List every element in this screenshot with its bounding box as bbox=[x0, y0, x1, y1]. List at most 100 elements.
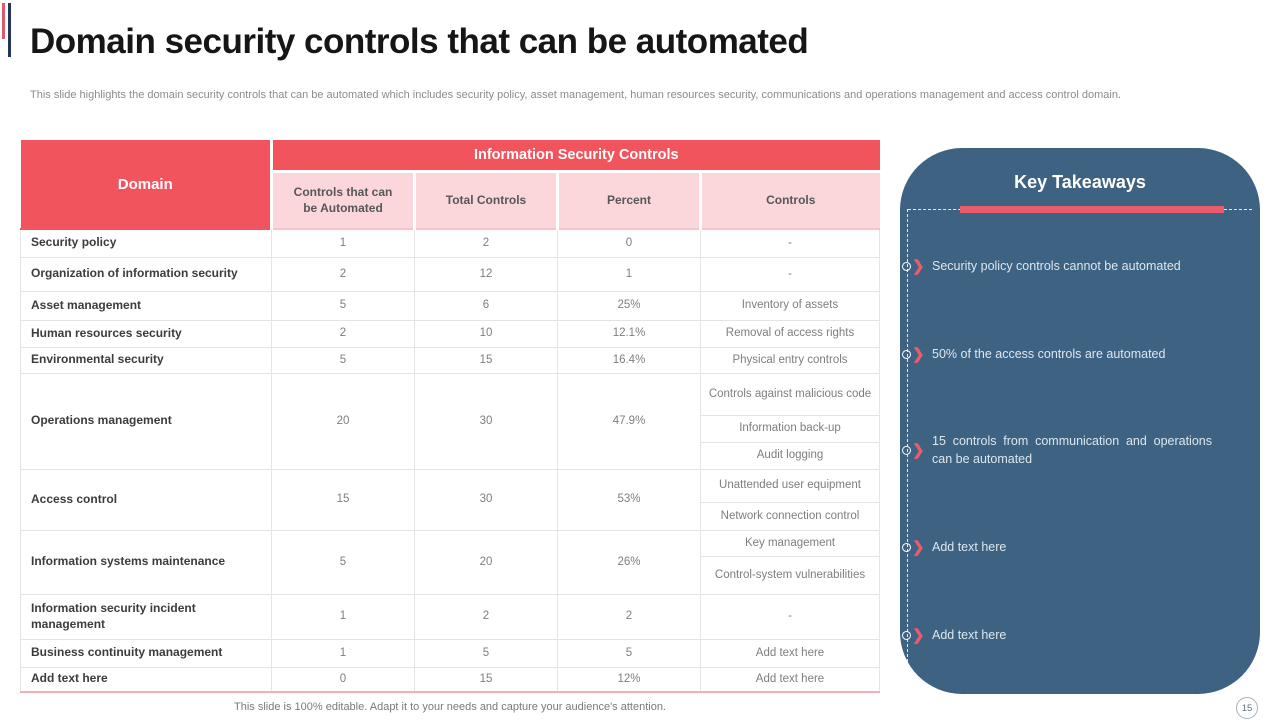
chevron-right-icon: ❯ bbox=[912, 345, 925, 363]
controls-cell-placeholder[interactable]: Add text here bbox=[699, 638, 881, 668]
table-row: Human resources security 2 10 12.1% Remo… bbox=[20, 319, 881, 348]
controls-cell: Inventory of assets bbox=[699, 290, 881, 321]
column-header-automated: Controls that can be Automated bbox=[271, 171, 415, 230]
value-cell: 1 bbox=[271, 638, 415, 668]
controls-cell: Unattended user equipment bbox=[699, 468, 881, 503]
circle-icon bbox=[902, 630, 911, 640]
value-cell: 20 bbox=[414, 529, 558, 595]
value-cell: 12 bbox=[414, 256, 558, 292]
value-cell: 1 bbox=[271, 593, 415, 640]
takeaway-text-placeholder[interactable]: Add text here bbox=[932, 627, 1007, 642]
value-cell: 0 bbox=[557, 228, 701, 258]
value-cell: 15 bbox=[414, 346, 558, 374]
table-subrow: Information back-up bbox=[21, 414, 881, 443]
page-number-badge: 15 bbox=[1236, 697, 1258, 719]
domain-cell: Operations management bbox=[20, 372, 272, 470]
table-row: Asset management 5 6 25% Inventory of as… bbox=[20, 290, 881, 321]
domain-cell: Access control bbox=[20, 468, 272, 531]
value-cell: 15 bbox=[414, 666, 558, 693]
controls-cell: Physical entry controls bbox=[699, 346, 881, 374]
domain-cell-placeholder[interactable]: Add text here bbox=[20, 666, 272, 693]
chevron-right-icon: ❯ bbox=[912, 257, 925, 275]
value-cell: 20 bbox=[271, 372, 415, 470]
table-row: Add text here 0 15 12% Add text here bbox=[20, 666, 881, 693]
table-row: Operations management 20 30 47.9% Contro… bbox=[20, 372, 881, 470]
bullet-marker: ❯ bbox=[900, 443, 932, 458]
value-cell: 5 bbox=[271, 346, 415, 374]
value-cell: 47.9% bbox=[557, 372, 701, 470]
domain-cell: Organization of information security bbox=[20, 256, 272, 292]
value-cell: 26% bbox=[557, 529, 701, 595]
table-row: Access control 15 30 53% Unattended user… bbox=[20, 468, 881, 531]
value-cell: 15 bbox=[271, 468, 415, 531]
takeaway-item: ❯ Add text here bbox=[900, 538, 1238, 556]
controls-cell: Network connection control bbox=[699, 501, 881, 531]
takeaway-item: ❯ Add text here bbox=[900, 626, 1238, 644]
column-group-header: Information Security Controls bbox=[271, 140, 880, 173]
value-cell: 25% bbox=[557, 290, 701, 321]
table-header-row: Domain Information Security Controls bbox=[20, 140, 880, 230]
column-header-controls: Controls bbox=[698, 171, 880, 230]
domain-cell: Information security incident management bbox=[20, 593, 272, 640]
takeaway-text: Security policy controls cannot be autom… bbox=[932, 258, 1181, 273]
accent-bar-navy-icon bbox=[8, 3, 11, 57]
circle-icon bbox=[902, 261, 911, 271]
key-takeaways-title: Key Takeaways bbox=[1014, 172, 1146, 192]
chevron-right-icon: ❯ bbox=[912, 441, 925, 459]
value-cell: 53% bbox=[557, 468, 701, 531]
value-cell: 30 bbox=[414, 468, 558, 531]
value-cell: 2 bbox=[557, 593, 701, 640]
value-cell: 16.4% bbox=[557, 346, 701, 374]
takeaway-item: ❯ 50% of the access controls are automat… bbox=[900, 345, 1238, 363]
bullet-marker: ❯ bbox=[900, 259, 932, 274]
controls-cell: - bbox=[699, 228, 881, 258]
value-cell: 5 bbox=[271, 529, 415, 595]
controls-cell: Controls against malicious code bbox=[699, 372, 881, 416]
value-cell: 0 bbox=[271, 666, 415, 693]
page-title: Domain security controls that can be aut… bbox=[30, 22, 809, 61]
value-cell: 12.1% bbox=[557, 319, 701, 348]
value-cell: 6 bbox=[414, 290, 558, 321]
domain-cell: Information systems maintenance bbox=[20, 529, 272, 595]
value-cell: 1 bbox=[271, 228, 415, 258]
footer-note: This slide is 100% editable. Adapt it to… bbox=[234, 701, 666, 713]
takeaway-item: ❯ Security policy controls cannot be aut… bbox=[900, 257, 1238, 275]
domain-cell: Asset management bbox=[20, 290, 272, 321]
circle-icon bbox=[902, 542, 911, 552]
table-row: Business continuity management 1 5 5 Add… bbox=[20, 638, 881, 668]
red-accent-bar bbox=[960, 206, 1224, 213]
controls-cell: - bbox=[699, 256, 881, 292]
controls-cell: Audit logging bbox=[699, 441, 881, 470]
value-cell: 1 bbox=[557, 256, 701, 292]
domain-cell: Environmental security bbox=[20, 346, 272, 374]
key-takeaways-panel: Key Takeaways ❯ Security policy controls… bbox=[900, 148, 1260, 694]
value-cell: 2 bbox=[271, 256, 415, 292]
controls-cell: Information back-up bbox=[699, 414, 881, 443]
chevron-right-icon: ❯ bbox=[912, 626, 925, 644]
takeaway-text-placeholder[interactable]: Add text here bbox=[932, 539, 1007, 554]
column-header-total: Total Controls bbox=[413, 171, 558, 230]
value-cell: 12% bbox=[557, 666, 701, 693]
takeaway-item: ❯ 15 controls from communication and ope… bbox=[900, 432, 1238, 468]
table-subheader-row: Controls that can be Automated Total Con… bbox=[21, 171, 880, 230]
circle-icon bbox=[902, 445, 911, 455]
table-row: Environmental security 5 15 16.4% Physic… bbox=[20, 346, 881, 374]
controls-cell-placeholder[interactable]: Add text here bbox=[699, 666, 881, 693]
table-row: Security policy 1 2 0 - bbox=[20, 228, 881, 258]
takeaway-text: 50% of the access controls are automated bbox=[932, 346, 1166, 361]
takeaway-text: 15 controls from communication and opera… bbox=[932, 433, 1212, 466]
value-cell: 2 bbox=[271, 319, 415, 348]
table-row: Information systems maintenance 5 20 26%… bbox=[20, 529, 881, 595]
dashed-vertical-line bbox=[907, 209, 908, 677]
column-header-domain: Domain bbox=[20, 140, 273, 230]
table-subrow: Network connection control bbox=[21, 501, 881, 531]
table-subrow: Audit logging bbox=[21, 441, 881, 470]
column-header-percent: Percent bbox=[556, 171, 701, 230]
table-row: Information security incident management… bbox=[20, 593, 881, 640]
bullet-marker: ❯ bbox=[900, 540, 932, 555]
value-cell: 5 bbox=[271, 290, 415, 321]
domain-cell: Business continuity management bbox=[20, 638, 272, 668]
value-cell: 2 bbox=[414, 593, 558, 640]
circle-icon bbox=[902, 349, 911, 359]
